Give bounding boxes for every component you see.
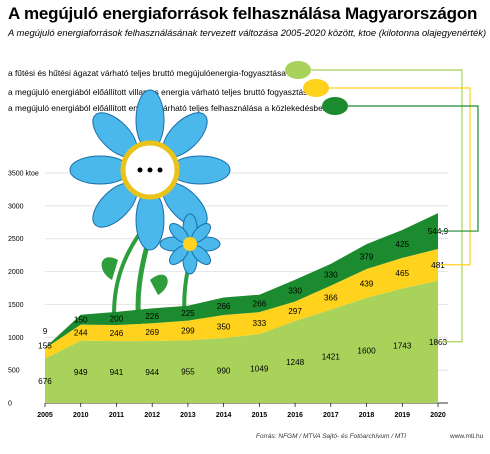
value-label-heating: 955 — [181, 368, 195, 377]
legend-swatch-electricity — [303, 79, 329, 97]
value-label-transport: 266 — [217, 302, 231, 311]
value-label-transport: 544,9 — [428, 227, 449, 236]
x-tick-label: 2016 — [287, 412, 303, 419]
chart-subtitle: A megújuló energiaforrások felhasználásá… — [8, 27, 487, 38]
x-tick-label: 2005 — [37, 412, 53, 419]
y-tick-label: 1000 — [8, 335, 24, 342]
value-label-transport: 266 — [253, 299, 267, 308]
value-label-electricity: 246 — [110, 329, 124, 338]
value-label-heating: 1600 — [357, 346, 376, 355]
y-tick-label: 2000 — [8, 269, 24, 276]
y-tick-label: 3000 — [8, 203, 24, 210]
value-label-transport: 150 — [74, 316, 88, 325]
x-tick-label: 2010 — [73, 412, 89, 419]
area-transport — [45, 213, 438, 349]
value-label-electricity: 297 — [288, 307, 302, 316]
value-label-electricity: 269 — [145, 328, 159, 337]
x-tick-label: 2020 — [430, 412, 446, 419]
legend-label-transport: a megújuló energiából előállított energi… — [8, 103, 328, 113]
value-label-heating: 990 — [217, 366, 231, 375]
legend-label-heating: a fűtési és hűtési ágazat várható teljes… — [8, 68, 286, 78]
y-tick-label: 0 — [8, 401, 12, 408]
value-label-electricity: 333 — [253, 319, 267, 328]
x-tick-label: 2018 — [359, 412, 375, 419]
value-label-electricity: 155 — [38, 342, 52, 351]
y-tick-label: 1500 — [8, 302, 24, 309]
legend-connector — [348, 105, 479, 232]
x-tick-label: 2013 — [180, 412, 196, 419]
value-label-transport: 9 — [43, 327, 48, 336]
value-label-electricity: 439 — [360, 279, 374, 288]
value-label-transport: 226 — [145, 312, 159, 321]
value-label-electricity: 465 — [395, 269, 409, 278]
chart-title: A megújuló energiaforrások felhasználása… — [8, 4, 478, 23]
y-tick-label: 2500 — [8, 236, 24, 243]
value-label-electricity: 366 — [324, 294, 338, 303]
value-label-transport: 379 — [360, 253, 374, 262]
value-label-heating: 1421 — [322, 352, 341, 361]
value-label-electricity: 244 — [74, 329, 88, 338]
value-label-electricity: 350 — [217, 322, 231, 331]
website-credit: www.mti.hu — [450, 433, 484, 440]
x-tick-label: 2014 — [216, 412, 232, 419]
value-label-electricity: 481 — [431, 261, 445, 270]
value-label-electricity: 299 — [181, 326, 195, 335]
legend-label-electricity: a megújuló energiából előállított villam… — [8, 87, 313, 97]
legend-connector — [329, 87, 471, 266]
value-label-heating: 941 — [110, 368, 124, 377]
area-heating — [45, 280, 438, 403]
legend-swatch-transport — [322, 97, 348, 115]
y-tick-label: 3500 ktoe — [8, 171, 39, 178]
value-label-transport: 200 — [110, 314, 124, 323]
value-label-heating: 1863 — [429, 338, 448, 347]
value-label-heating: 949 — [74, 368, 88, 377]
value-label-heating: 1049 — [250, 365, 269, 374]
value-label-heating: 1248 — [286, 358, 305, 367]
legend-swatch-heating — [285, 61, 311, 79]
y-tick-label: 500 — [8, 368, 20, 375]
value-label-heating: 944 — [145, 368, 159, 377]
area-electricity — [45, 248, 438, 359]
flower-illustration — [69, 89, 231, 331]
value-label-transport: 330 — [288, 287, 302, 296]
x-tick-label: 2012 — [144, 412, 160, 419]
value-label-transport: 225 — [181, 309, 195, 318]
value-label-heating: 676 — [38, 377, 52, 386]
value-label-heating: 1743 — [393, 342, 412, 351]
value-label-transport: 425 — [395, 240, 409, 249]
value-label-transport: 330 — [324, 271, 338, 280]
x-tick-label: 2019 — [394, 412, 410, 419]
x-tick-label: 2011 — [109, 412, 124, 419]
x-tick-label: 2017 — [323, 412, 339, 419]
x-tick-label: 2015 — [252, 412, 268, 419]
source-credit: Forrás: NFGM / MTVA Sajtó- és Fotóarchív… — [256, 433, 407, 440]
legend-connector — [311, 69, 463, 343]
